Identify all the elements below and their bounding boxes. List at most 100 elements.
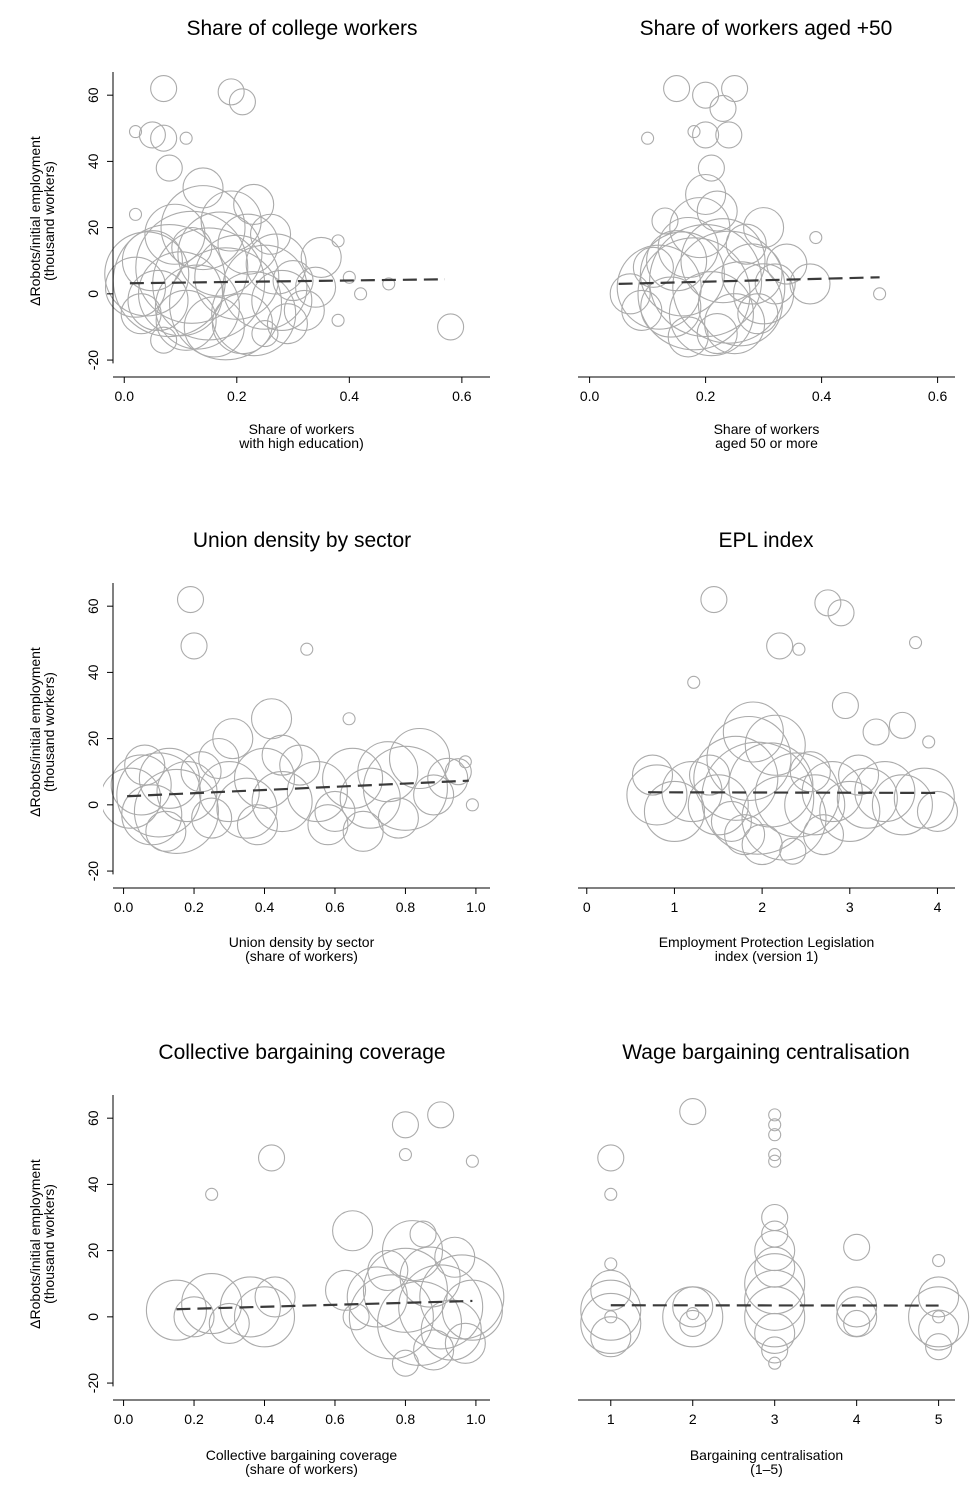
data-point: [245, 233, 307, 295]
data-point: [908, 1286, 970, 1348]
x-tick-label: 0.2: [227, 388, 247, 404]
x-tick-label: 0.2: [184, 1411, 204, 1427]
data-point: [687, 675, 701, 689]
x-tick-label: 5: [935, 1411, 943, 1427]
data-point: [194, 234, 280, 320]
data-point: [434, 1236, 476, 1278]
data-point: [766, 632, 794, 660]
data-point: [737, 293, 779, 335]
x-tick-label: 0: [583, 899, 591, 915]
x-tick-label: 0.2: [696, 388, 716, 404]
y-tick-label: 40: [85, 153, 101, 169]
fit-line: [648, 791, 938, 795]
data-point: [381, 1220, 444, 1282]
data-point: [754, 1312, 796, 1354]
data-point: [916, 790, 959, 833]
chart-panel-2: Share of workers aged +50 0.0 0.2 0.4 0.6 Sha…: [578, 17, 955, 451]
data-point: [697, 154, 725, 182]
x-tick-label: 2: [689, 1411, 697, 1427]
data-point: [831, 691, 859, 720]
data-point: [322, 747, 384, 809]
x-axis-title: (share of workers): [245, 948, 358, 964]
data-point: [843, 1233, 871, 1261]
data-point: [696, 190, 738, 232]
data-point: [710, 800, 752, 842]
data-point: [715, 121, 743, 149]
data-point: [604, 1257, 618, 1271]
x-tick-label: 0.4: [340, 388, 360, 404]
data-point: [662, 1286, 724, 1348]
data-point: [465, 1154, 479, 1168]
y-axis-title: ΔRobots/initial employment: [27, 1159, 43, 1329]
y-tick-label: 60: [85, 598, 101, 614]
data-point: [362, 745, 448, 831]
x-tick-label: 0.0: [114, 899, 134, 915]
data-point: [216, 777, 278, 839]
x-tick-label: 0.0: [114, 1411, 134, 1427]
chart-panel-3: Union density by sector 0.0 0.2 0.4 0.6 0.8 1.…: [27, 529, 490, 964]
x-tick-label: 4: [934, 899, 942, 915]
data-point: [768, 1118, 782, 1132]
data-point: [413, 774, 455, 816]
data-point: [838, 754, 880, 796]
data-point: [266, 303, 308, 345]
y-tick-label: 40: [85, 1176, 101, 1192]
x-axis-title: Share of workers: [249, 421, 355, 437]
data-point: [632, 246, 674, 288]
data-point: [300, 642, 314, 656]
data-point: [657, 216, 719, 279]
data-point: [155, 289, 217, 351]
panel-title: EPL index: [719, 529, 814, 552]
data-point: [398, 1264, 484, 1350]
data-point: [925, 1333, 953, 1361]
data-point: [150, 124, 178, 152]
data-point: [283, 289, 325, 331]
data-point: [150, 75, 178, 103]
data-point: [701, 741, 815, 855]
data-point: [696, 313, 738, 355]
panel-title: Share of workers aged +50: [640, 17, 893, 40]
data-point: [704, 293, 766, 355]
x-axis-title: Union density by sector: [229, 934, 375, 950]
data-point: [744, 714, 806, 776]
data-point: [743, 207, 785, 249]
panel-title: Wage bargaining centralisation: [622, 1041, 910, 1064]
data-point: [388, 727, 451, 790]
data-point: [254, 1276, 296, 1318]
data-point: [643, 780, 705, 843]
y-axis-title: (thousand workers): [41, 161, 57, 281]
data-point: [687, 125, 701, 139]
data-point: [110, 754, 172, 816]
data-point: [918, 1276, 960, 1318]
x-tick-label: 0.6: [325, 899, 345, 915]
data-point: [686, 1306, 700, 1321]
data-point: [918, 1309, 960, 1351]
data-point: [138, 121, 166, 149]
data-point: [251, 770, 313, 833]
x-axis-title: (share of workers): [245, 1461, 358, 1477]
data-point: [398, 1148, 412, 1162]
data-point: [177, 211, 263, 297]
data-point: [251, 320, 279, 348]
data-point: [228, 88, 256, 116]
data-point: [222, 244, 308, 330]
x-axis-title: index (version 1): [715, 948, 819, 964]
data-point: [180, 751, 222, 793]
data-point: [346, 1266, 408, 1328]
fit-line: [129, 278, 445, 285]
data-point: [150, 326, 178, 354]
data-point: [789, 263, 831, 305]
x-tick-label: 0.6: [452, 388, 472, 404]
x-axis-title: Employment Protection Legislation: [659, 934, 875, 950]
data-point: [208, 1302, 250, 1345]
data-point: [766, 243, 808, 285]
data-point: [236, 804, 279, 846]
data-point: [180, 632, 208, 660]
data-point: [144, 203, 206, 265]
data-point: [307, 804, 349, 846]
y-axis-title: (thousand workers): [41, 1184, 57, 1304]
data-point: [580, 1292, 642, 1355]
data-point: [176, 586, 205, 614]
data-point: [668, 271, 754, 357]
bubble-layer: [103, 586, 479, 855]
